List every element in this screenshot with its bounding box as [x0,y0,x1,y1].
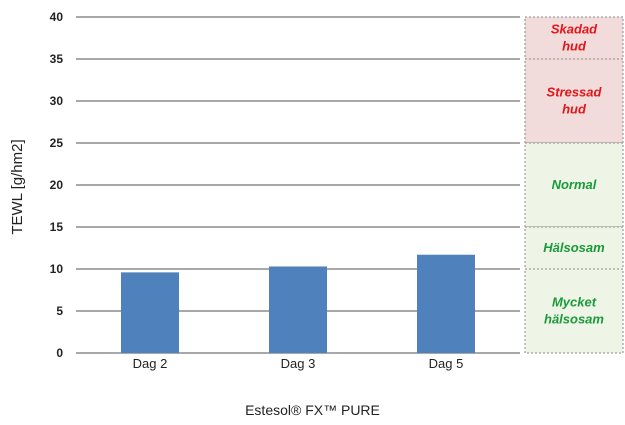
bar [269,266,327,353]
x-tick-label: Dag 2 [133,356,168,371]
y-tick-label: 35 [50,52,64,66]
bar [121,272,179,353]
y-tick-label: 20 [50,178,64,192]
y-tick-label: 10 [50,262,64,276]
zone-label: Normal [552,177,597,192]
y-axis-label: TEWL [g/hm2] [9,139,26,234]
x-tick-label: Dag 5 [429,356,464,371]
x-tick-label: Dag 3 [281,356,316,371]
bar [417,255,475,353]
y-tick-label: 25 [50,136,64,150]
y-tick-label: 40 [50,10,64,24]
y-tick-label: 5 [56,304,63,318]
y-tick-label: 15 [50,220,64,234]
zone-label: Hälsosam [543,240,605,255]
x-tick-labels: Dag 2 Dag 3 Dag 5 [133,356,464,371]
y-tick-label: 30 [50,94,64,108]
x-axis-title: Estesol® FX™ PURE [0,402,625,418]
y-tick-labels: 0 5 10 15 20 25 30 35 40 [50,10,64,360]
y-tick-label: 0 [56,346,63,360]
